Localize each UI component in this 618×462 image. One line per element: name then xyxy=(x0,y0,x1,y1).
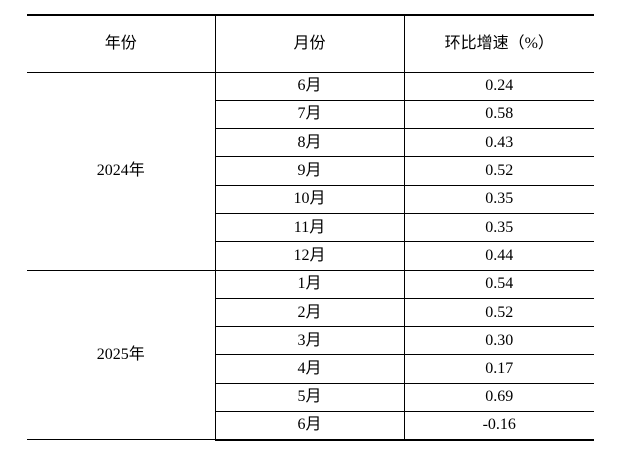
rate-cell: 0.44 xyxy=(403,241,594,271)
month-cell: 1月 xyxy=(214,270,404,299)
header-year: 年份 xyxy=(27,14,215,73)
header-month: 月份 xyxy=(214,14,404,73)
table-row: 3月 0.30 xyxy=(27,326,594,356)
month-cell: 2月 xyxy=(214,298,404,328)
table-row: 11月 0.35 xyxy=(27,213,594,243)
rate-cell: 0.24 xyxy=(403,72,594,101)
table-row: 8月 0.43 xyxy=(27,128,594,158)
month-cell: 10月 xyxy=(214,185,404,214)
rate-cell: 0.69 xyxy=(403,383,594,413)
rate-cell: 0.35 xyxy=(403,185,594,214)
month-cell: 11月 xyxy=(214,213,404,243)
month-cell: 7月 xyxy=(214,100,404,130)
table-row: 12月 0.44 xyxy=(27,241,594,271)
month-cell: 6月 xyxy=(214,411,404,441)
month-cell: 5月 xyxy=(214,383,404,413)
table-row: 5月 0.69 xyxy=(27,383,594,413)
year-cell: 2024年 xyxy=(27,72,215,271)
table-row: 2024年 6月 0.24 xyxy=(27,72,594,271)
rate-cell: 0.58 xyxy=(403,100,594,130)
month-cell: 6月 xyxy=(214,72,404,101)
year-cell: 2025年 xyxy=(27,270,215,441)
rate-cell: 0.43 xyxy=(403,128,594,158)
month-cell: 3月 xyxy=(214,326,404,356)
rate-cell: 0.54 xyxy=(403,270,594,299)
table-row: 2025年 1月 0.54 xyxy=(27,270,594,441)
rate-cell: 0.17 xyxy=(403,354,594,384)
rate-cell: 0.35 xyxy=(403,213,594,243)
table-row: 6月 -0.16 xyxy=(27,411,594,441)
rate-cell: 0.30 xyxy=(403,326,594,356)
table-body: 2024年 6月 0.24 7月 0.58 8月 0.43 9月 0.52 10月 0.35 11月 0… xyxy=(27,72,594,441)
table-row: 7月 0.58 xyxy=(27,100,594,130)
rate-cell: 0.52 xyxy=(403,298,594,328)
table-header: 年份 月份 环比增速（%） xyxy=(27,14,594,73)
data-table: 年份 月份 环比增速（%） 2024年 6月 0.24 7月 0.58 8月 0.43 9月 0… xyxy=(27,14,594,441)
month-cell: 8月 xyxy=(214,128,404,158)
table-row: 9月 0.52 xyxy=(27,156,594,186)
table-row: 4月 0.17 xyxy=(27,354,594,384)
month-cell: 9月 xyxy=(214,156,404,186)
header-row: 年份 月份 环比增速（%） xyxy=(27,14,594,73)
month-cell: 4月 xyxy=(214,354,404,384)
header-rate: 环比增速（%） xyxy=(403,14,594,73)
rate-cell: 0.52 xyxy=(403,156,594,186)
month-cell: 12月 xyxy=(214,241,404,271)
table-row: 10月 0.35 xyxy=(27,185,594,214)
rate-cell: -0.16 xyxy=(403,411,594,441)
table-row: 2月 0.52 xyxy=(27,298,594,328)
